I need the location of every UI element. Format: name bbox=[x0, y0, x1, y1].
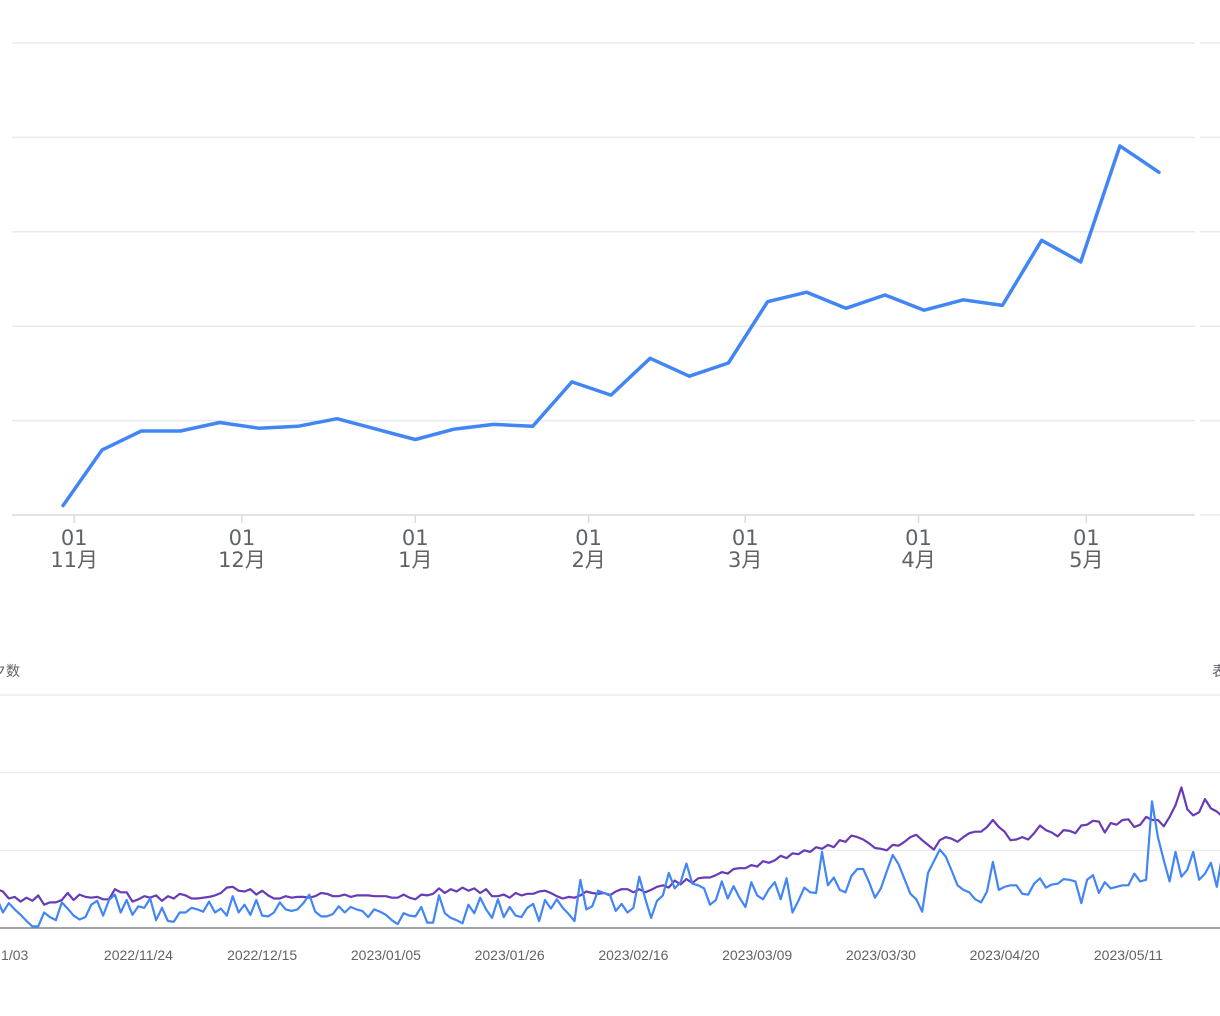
x-tick-month: 2月 bbox=[571, 548, 605, 572]
x-tick-month: 11月 bbox=[50, 548, 98, 572]
x-tick-day: 01 bbox=[229, 526, 256, 550]
bottom-chart-x-axis: 1/03 2022/11/24 2022/12/15 2023/01/05 2023/0… bbox=[1, 947, 1163, 963]
x-tick-month: 12月 bbox=[218, 548, 266, 572]
x-tick-label: 2023/01/05 bbox=[351, 947, 421, 963]
top-chart-gridlines bbox=[12, 42, 1220, 516]
left-axis-caption: ク数 bbox=[0, 664, 20, 680]
x-tick-label: 2023/01/26 bbox=[475, 947, 545, 963]
x-tick-day: 01 bbox=[1073, 526, 1100, 550]
x-tick-label: 2023/03/30 bbox=[846, 947, 916, 963]
x-tick-label: 2022/11/24 bbox=[104, 947, 173, 963]
x-tick-day: 01 bbox=[61, 526, 88, 550]
right-axis-caption: 表 bbox=[1212, 664, 1220, 680]
x-tick-day: 01 bbox=[575, 526, 602, 550]
x-tick-day: 01 bbox=[402, 526, 429, 550]
x-tick-label: 2023/02/16 bbox=[598, 947, 668, 963]
x-tick-label: 2023/03/09 bbox=[722, 947, 792, 963]
x-tick-month: 1月 bbox=[398, 548, 432, 572]
x-tick-day: 01 bbox=[732, 526, 759, 550]
x-tick-month: 5月 bbox=[1069, 548, 1103, 572]
x-tick-month: 4月 bbox=[901, 548, 935, 572]
bottom-chart-gridlines bbox=[0, 694, 1220, 929]
x-tick-label: 1/03 bbox=[1, 947, 28, 963]
series-line bbox=[0, 786, 1220, 906]
series-line bbox=[0, 800, 1220, 928]
x-tick-month: 3月 bbox=[728, 548, 762, 572]
x-tick-label: 2023/05/11 bbox=[1094, 947, 1163, 963]
x-tick-day: 01 bbox=[905, 526, 932, 550]
x-tick-label: 2023/04/20 bbox=[970, 947, 1040, 963]
top-chart-series bbox=[61, 144, 1161, 508]
daily-trend-chart: ク数 表 1/03 2022/11/24 2022/12/15 2023/01/05 2… bbox=[0, 664, 1220, 963]
series-line bbox=[61, 144, 1161, 508]
bottom-chart-series bbox=[0, 786, 1220, 928]
x-tick-label: 2022/12/15 bbox=[227, 947, 297, 963]
